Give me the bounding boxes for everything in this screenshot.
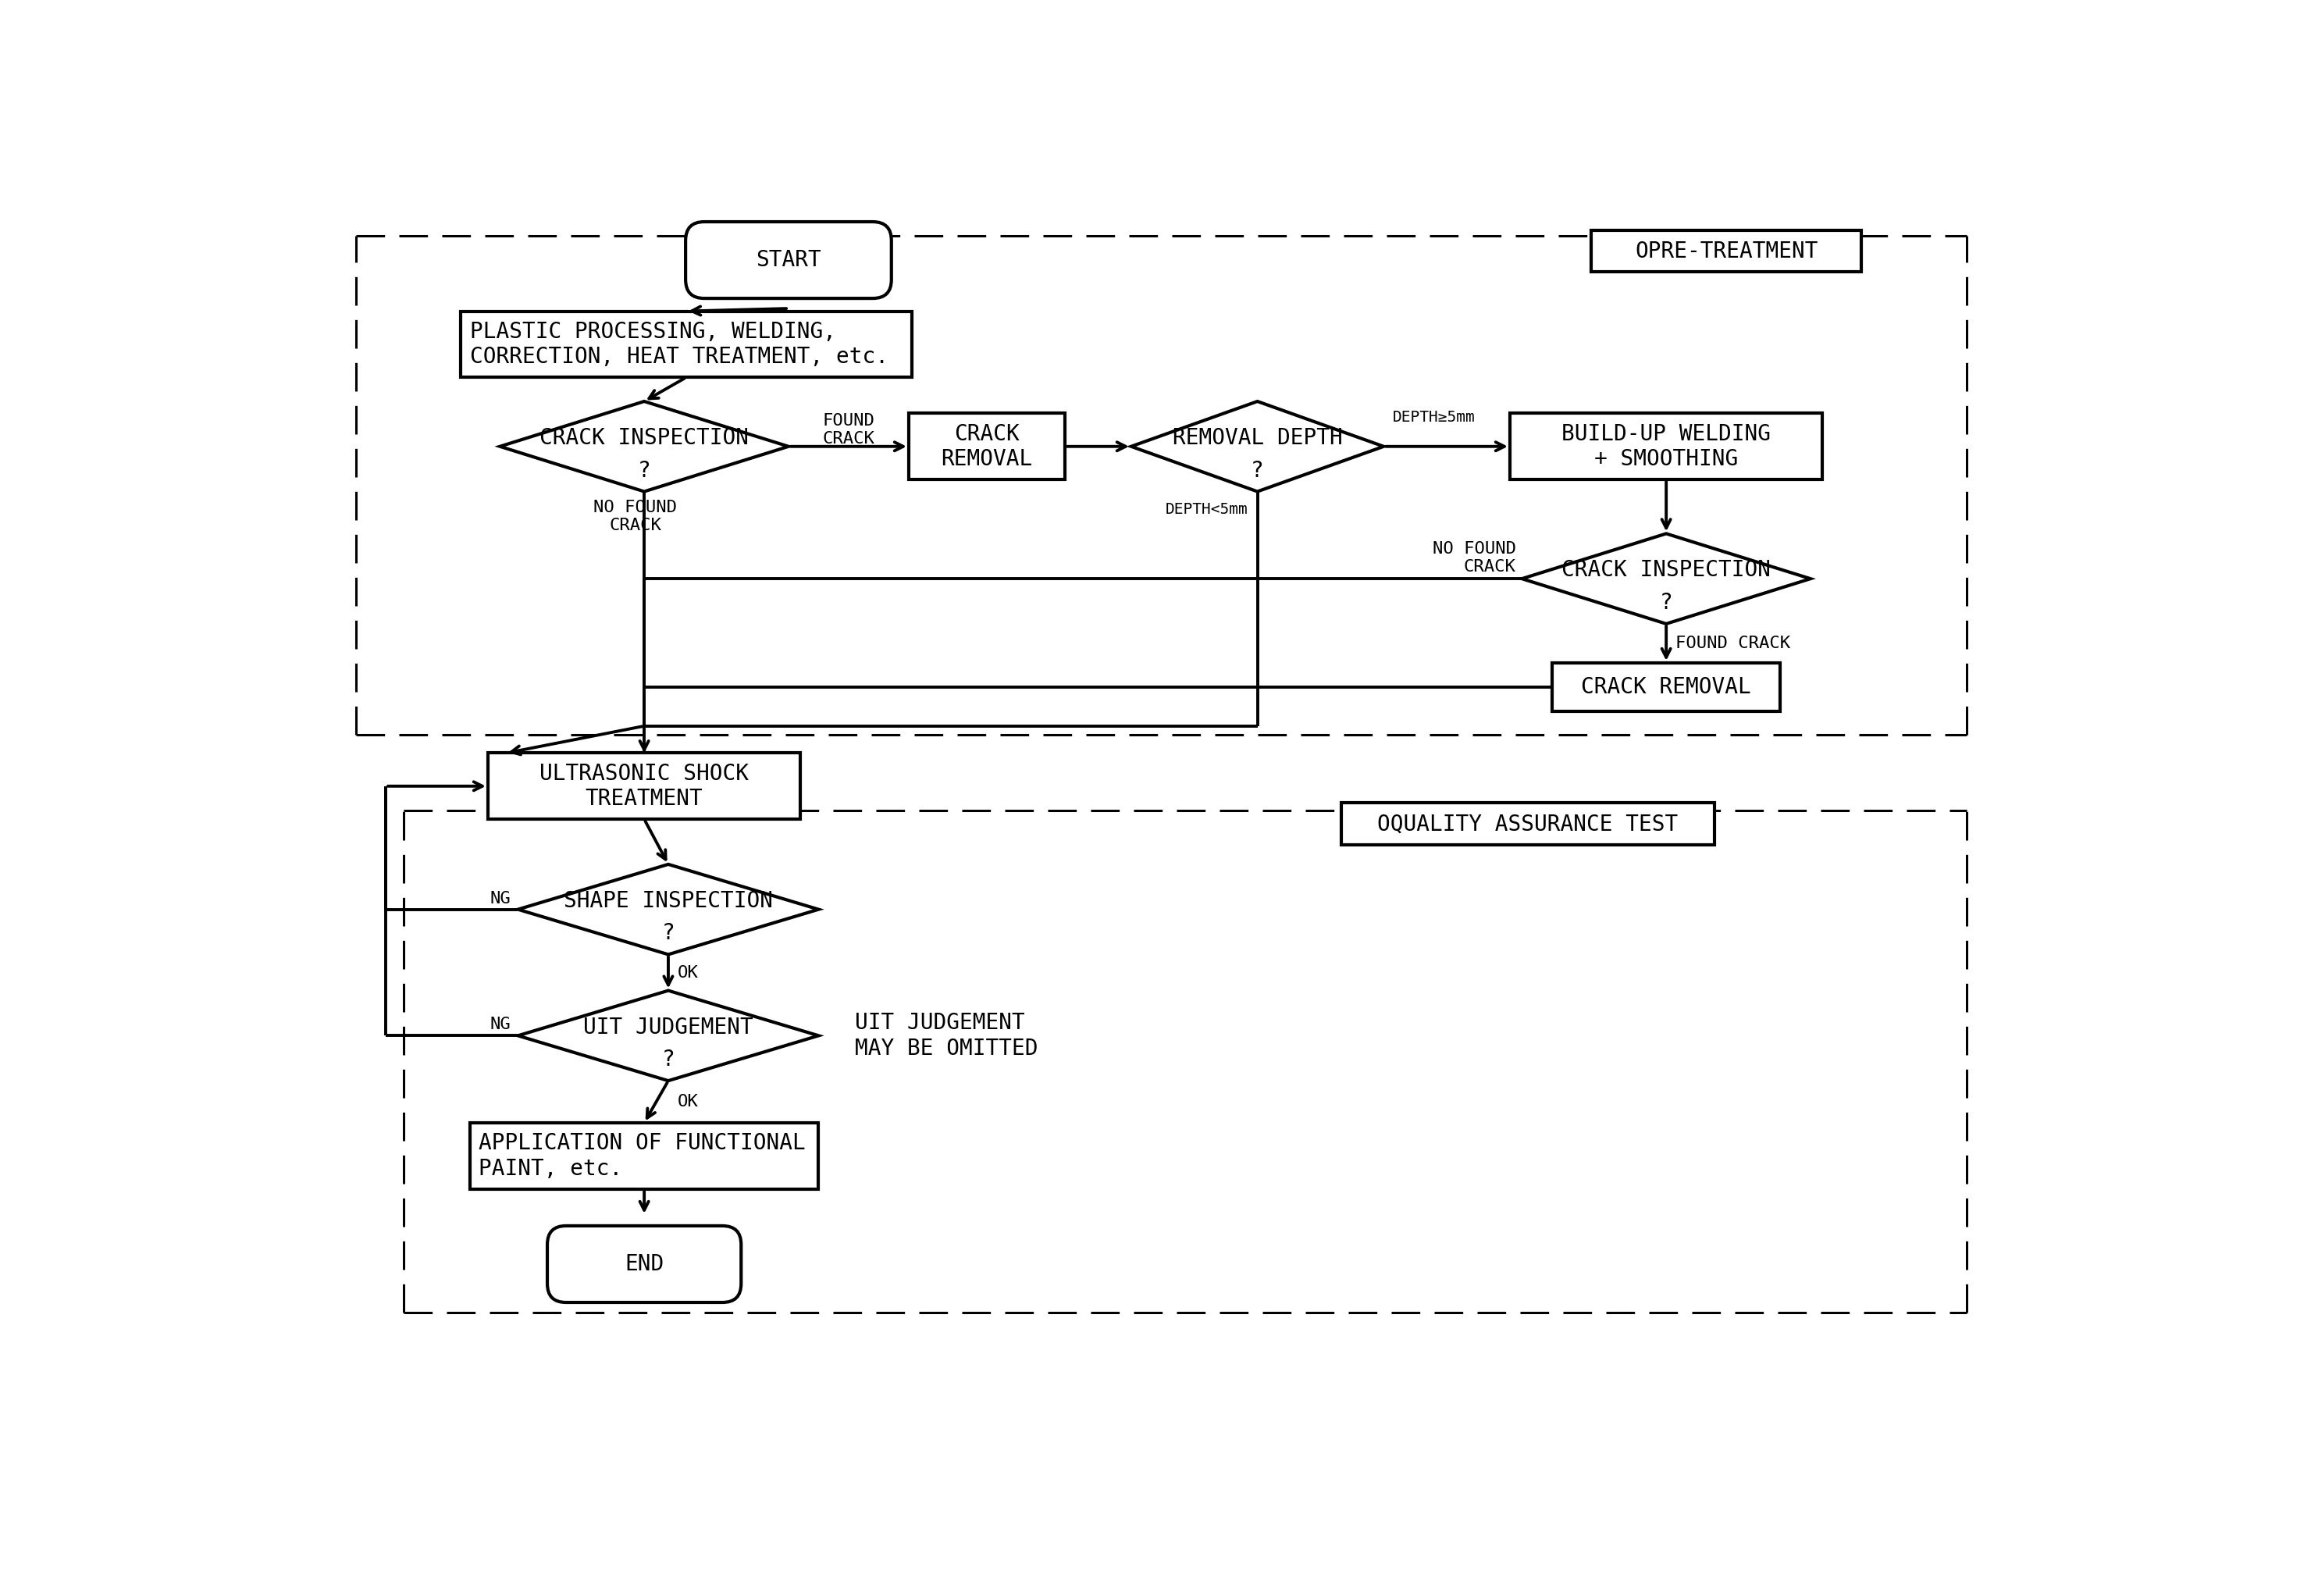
Text: DEPTH≥5mm: DEPTH≥5mm — [1393, 410, 1474, 425]
Text: NO FOUND
CRACK: NO FOUND CRACK — [593, 500, 677, 533]
Text: APPLICATION OF FUNCTIONAL
PAINT, etc.: APPLICATION OF FUNCTIONAL PAINT, etc. — [480, 1132, 807, 1179]
Text: NO FOUND
CRACK: NO FOUND CRACK — [1433, 541, 1516, 575]
Text: BUILD-UP WELDING
+ SMOOTHING: BUILD-UP WELDING + SMOOTHING — [1562, 423, 1771, 471]
Polygon shape — [517, 991, 818, 1080]
Polygon shape — [517, 865, 818, 954]
Text: OPRE-TREATMENT: OPRE-TREATMENT — [1634, 239, 1817, 262]
Text: END: END — [624, 1253, 663, 1275]
Text: UIT JUDGEMENT: UIT JUDGEMENT — [584, 1017, 753, 1037]
Text: FOUND CRACK: FOUND CRACK — [1676, 635, 1789, 651]
Text: CRACK REMOVAL: CRACK REMOVAL — [1581, 677, 1750, 697]
Text: OK: OK — [677, 1093, 698, 1109]
Text: CRACK
REMOVAL: CRACK REMOVAL — [941, 423, 1032, 471]
Text: ?: ? — [661, 1049, 675, 1071]
Text: CRACK INSPECTION: CRACK INSPECTION — [540, 428, 749, 448]
FancyBboxPatch shape — [1553, 662, 1780, 710]
Text: ?: ? — [1660, 592, 1674, 614]
FancyBboxPatch shape — [1590, 230, 1861, 271]
FancyBboxPatch shape — [471, 1124, 818, 1189]
Polygon shape — [1523, 533, 1810, 624]
FancyBboxPatch shape — [1509, 413, 1822, 479]
Text: NG: NG — [489, 1017, 510, 1033]
Text: DEPTH<5mm: DEPTH<5mm — [1166, 503, 1249, 517]
FancyBboxPatch shape — [487, 753, 800, 819]
Text: REMOVAL DEPTH: REMOVAL DEPTH — [1173, 428, 1342, 448]
Text: UIT JUDGEMENT
MAY BE OMITTED: UIT JUDGEMENT MAY BE OMITTED — [855, 1012, 1038, 1060]
Text: PLASTIC PROCESSING, WELDING,
CORRECTION, HEAT TREATMENT, etc.: PLASTIC PROCESSING, WELDING, CORRECTION,… — [471, 321, 888, 367]
Text: FOUND
CRACK: FOUND CRACK — [823, 413, 874, 447]
FancyBboxPatch shape — [1342, 803, 1715, 844]
Text: OK: OK — [677, 964, 698, 980]
Polygon shape — [1131, 401, 1384, 492]
Text: OQUALITY ASSURANCE TEST: OQUALITY ASSURANCE TEST — [1377, 812, 1678, 835]
FancyBboxPatch shape — [461, 311, 911, 377]
FancyBboxPatch shape — [547, 1226, 742, 1302]
Text: ?: ? — [661, 922, 675, 945]
Text: START: START — [756, 249, 821, 271]
Text: ?: ? — [1252, 460, 1263, 482]
FancyBboxPatch shape — [909, 413, 1064, 479]
Polygon shape — [501, 401, 788, 492]
Text: ?: ? — [637, 460, 651, 482]
Text: NG: NG — [489, 891, 510, 907]
FancyBboxPatch shape — [686, 222, 892, 298]
Text: ULTRASONIC SHOCK
TREATMENT: ULTRASONIC SHOCK TREATMENT — [540, 763, 749, 809]
Text: CRACK INSPECTION: CRACK INSPECTION — [1562, 559, 1771, 581]
Text: SHAPE INSPECTION: SHAPE INSPECTION — [563, 891, 772, 911]
